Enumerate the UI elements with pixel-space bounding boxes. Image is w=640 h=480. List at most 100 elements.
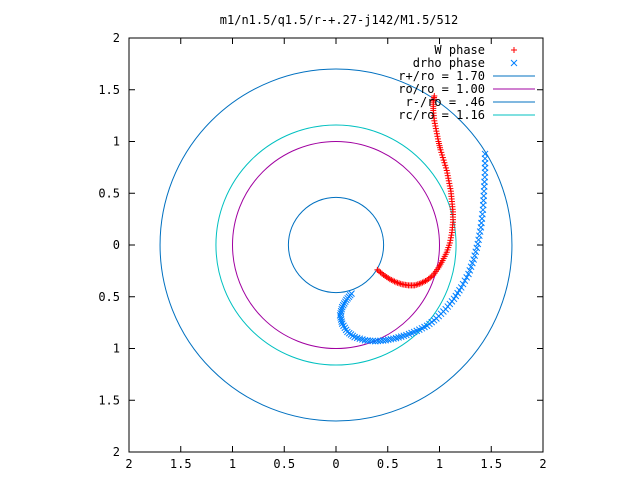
x-tick-label: 0.5 <box>377 457 399 471</box>
data-point <box>369 337 377 345</box>
data-point <box>472 248 480 256</box>
data-point <box>442 162 449 169</box>
data-point <box>445 177 452 184</box>
data-point <box>474 240 482 248</box>
x-tick-label: 1 <box>229 457 236 471</box>
x-tick-label: 1.5 <box>170 457 192 471</box>
data-point <box>473 244 481 252</box>
data-point <box>481 150 489 158</box>
y-tick-label: 2 <box>113 31 120 45</box>
data-point <box>459 280 467 288</box>
data-point <box>439 154 446 161</box>
x-tick-label: 1.5 <box>480 457 502 471</box>
data-point <box>337 316 345 323</box>
data-point <box>337 307 345 315</box>
data-point <box>476 228 484 235</box>
data-point <box>384 336 392 344</box>
data-point <box>447 234 454 241</box>
data-point <box>447 188 454 195</box>
data-point <box>342 296 350 304</box>
data-point <box>470 256 478 263</box>
data-point <box>465 270 472 278</box>
data-point <box>433 130 440 137</box>
data-point <box>339 301 347 309</box>
x-tick-label: 0.5 <box>273 457 295 471</box>
series-circle-3 <box>232 141 440 349</box>
series-circle-2 <box>159 68 513 422</box>
data-point <box>341 298 349 306</box>
x-tick-label: 1 <box>436 457 443 471</box>
data-point <box>443 167 450 174</box>
data-point <box>471 252 479 259</box>
data-point <box>337 314 345 321</box>
y-tick-label: 0.5 <box>98 290 120 304</box>
data-point <box>413 281 420 288</box>
data-point <box>338 318 346 325</box>
y-tick-label: 1 <box>113 135 120 149</box>
data-point <box>434 133 441 140</box>
data-point <box>457 284 465 291</box>
legend-label: drho phase <box>413 56 485 70</box>
data-point <box>338 303 346 311</box>
data-point <box>441 159 448 166</box>
data-point <box>445 175 452 182</box>
x-tick-label: 2 <box>539 457 546 471</box>
legend-label: r-/ro = .46 <box>406 95 485 109</box>
data-point <box>397 280 404 287</box>
legend-marker <box>510 59 518 67</box>
points-layer <box>336 92 489 345</box>
data-point <box>461 277 469 285</box>
legend-marker <box>511 47 517 53</box>
legend-label: r+/ro = 1.70 <box>398 69 485 83</box>
data-point <box>431 120 438 127</box>
data-point <box>466 267 474 274</box>
data-point <box>447 237 454 244</box>
data-point <box>475 232 483 240</box>
data-point <box>434 135 441 142</box>
data-point <box>469 259 476 267</box>
data-point <box>390 335 397 343</box>
legend-label: W phase <box>434 43 485 57</box>
data-point <box>432 125 439 132</box>
chart-title: m1/n1.5/q1.5/r-+.27-j142/M1.5/512 <box>220 13 458 27</box>
data-point <box>442 164 449 171</box>
y-tick-label: 0.5 <box>98 186 120 200</box>
data-point <box>440 157 447 164</box>
data-point <box>411 282 418 289</box>
x-tick-label: 0 <box>332 457 339 471</box>
data-point <box>475 236 482 244</box>
data-point <box>435 138 442 145</box>
y-tick-label: 0 <box>113 238 120 252</box>
data-point <box>340 300 348 307</box>
y-tick-label: 1 <box>113 342 120 356</box>
y-tick-label: 1.5 <box>98 393 120 407</box>
x-tick-label: 2 <box>125 457 132 471</box>
data-point <box>446 180 453 187</box>
data-point <box>446 239 453 246</box>
data-point <box>433 128 440 135</box>
data-point <box>444 170 451 177</box>
data-point <box>338 305 346 313</box>
circles-layer <box>159 68 513 422</box>
data-point <box>336 312 344 319</box>
data-point <box>444 172 451 179</box>
legend-label: rc/ro = 1.16 <box>398 108 485 122</box>
data-point <box>439 151 446 158</box>
data-point <box>438 149 445 156</box>
series-circle-4 <box>287 196 385 294</box>
legend-label: ro/ro = 1.00 <box>398 82 485 96</box>
y-tick-label: 1.5 <box>98 83 120 97</box>
data-point <box>447 185 454 192</box>
data-point <box>448 232 455 239</box>
data-point <box>463 273 471 281</box>
data-point <box>467 263 475 271</box>
axis-ticks: 2 1.5 1 0.5 0 0.5 1 1.5 221.510.500.511.52 <box>98 31 546 471</box>
data-point <box>431 92 438 99</box>
y-tick-label: 2 <box>113 445 120 459</box>
data-point <box>387 335 395 343</box>
data-point <box>446 183 453 190</box>
data-point <box>432 122 439 129</box>
series-circle-5 <box>215 124 457 366</box>
